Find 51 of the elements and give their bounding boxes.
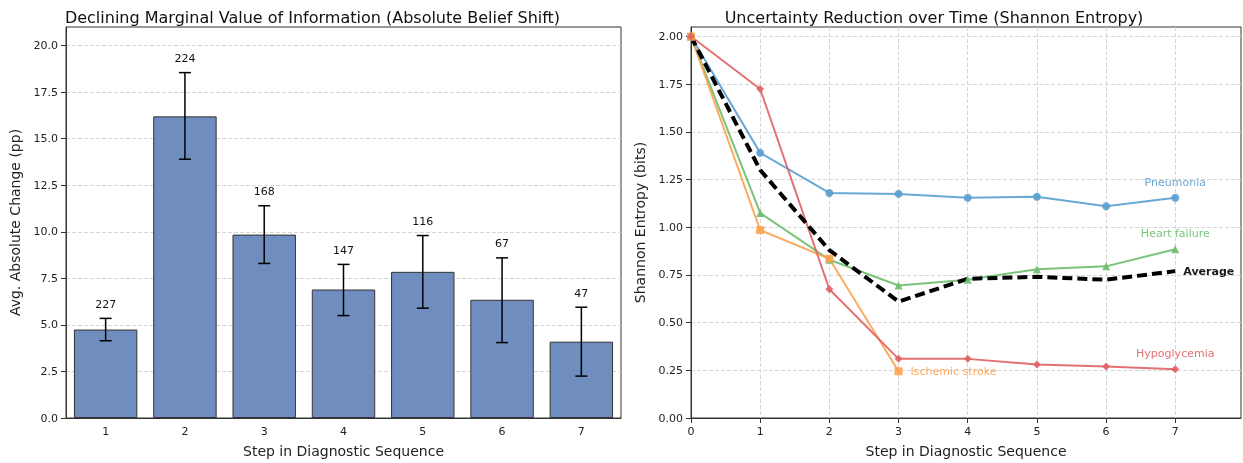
annotation: 116	[412, 215, 434, 229]
series-label: Heart failure	[1140, 227, 1210, 241]
x-tick-label: 7	[1171, 425, 1179, 438]
series-label: Ischemic stroke	[910, 364, 997, 378]
x-tick-label: 2	[825, 425, 833, 438]
x-tick-label: 6	[1102, 425, 1110, 438]
x-tick-label: 5	[419, 425, 427, 438]
y-tick-label: 0.0	[40, 411, 58, 425]
chart-title: Uncertainty Reduction over Time (Shannon Entropy)	[724, 7, 1144, 27]
x-tick-label: 1	[756, 425, 764, 438]
y-tick-label: 0.00	[658, 411, 683, 425]
y-tick-label: 0.25	[658, 363, 683, 377]
annotation: 227	[95, 297, 117, 311]
y-tick-label: 15.0	[33, 132, 58, 146]
y-tick-label: 0.75	[658, 268, 683, 282]
y-tick-label: 1.75	[658, 77, 683, 91]
y-tick-label: 1.50	[658, 125, 683, 139]
y-tick-label: 0.50	[658, 316, 683, 330]
y-tick-label: 2.00	[658, 30, 683, 44]
y-tick-label: 17.5	[33, 85, 58, 99]
x-tick-label: 6	[498, 425, 506, 438]
x-tick-label: 3	[260, 425, 268, 438]
series-label: Hypoglycemia	[1136, 347, 1215, 361]
annotation: 47	[574, 286, 589, 300]
annotation: 67	[495, 237, 510, 251]
y-tick-label: 10.0	[33, 225, 58, 239]
x-axis-title: Step in Diagnostic Sequence	[865, 443, 1067, 459]
series-label: Pneumonia	[1144, 175, 1206, 189]
y-tick-label: 2.5	[40, 364, 58, 378]
x-tick-label: 4	[964, 425, 972, 438]
x-tick-label: 0	[687, 425, 695, 438]
y-axis-title: Shannon Entropy (bits)	[632, 141, 648, 304]
y-tick-label: 12.5	[33, 178, 58, 192]
x-tick-label: 1	[102, 425, 110, 438]
annotation: 224	[174, 52, 196, 66]
y-tick-label: 20.0	[33, 39, 58, 53]
y-tick-label: 1.25	[658, 173, 683, 187]
x-axis-title: Step in Diagnostic Sequence	[243, 443, 444, 459]
annotation: 168	[253, 185, 275, 199]
series-label: Average	[1183, 264, 1235, 278]
y-tick-label: 5.0	[40, 318, 58, 332]
x-tick-label: 5	[1033, 425, 1041, 438]
x-tick-label: 2	[181, 425, 189, 438]
x-tick-label: 4	[340, 425, 347, 438]
y-tick-label: 7.5	[40, 271, 58, 285]
y-tick-label: 1.00	[658, 220, 683, 234]
x-tick-label: 7	[577, 425, 585, 438]
y-axis-title: Avg. Absolute Change (pp)	[7, 128, 23, 317]
x-tick-label: 3	[895, 425, 903, 438]
annotation: 147	[333, 243, 354, 257]
chart-title: Declining Marginal Value of Information (Absolute Belief Shift)	[64, 7, 561, 27]
